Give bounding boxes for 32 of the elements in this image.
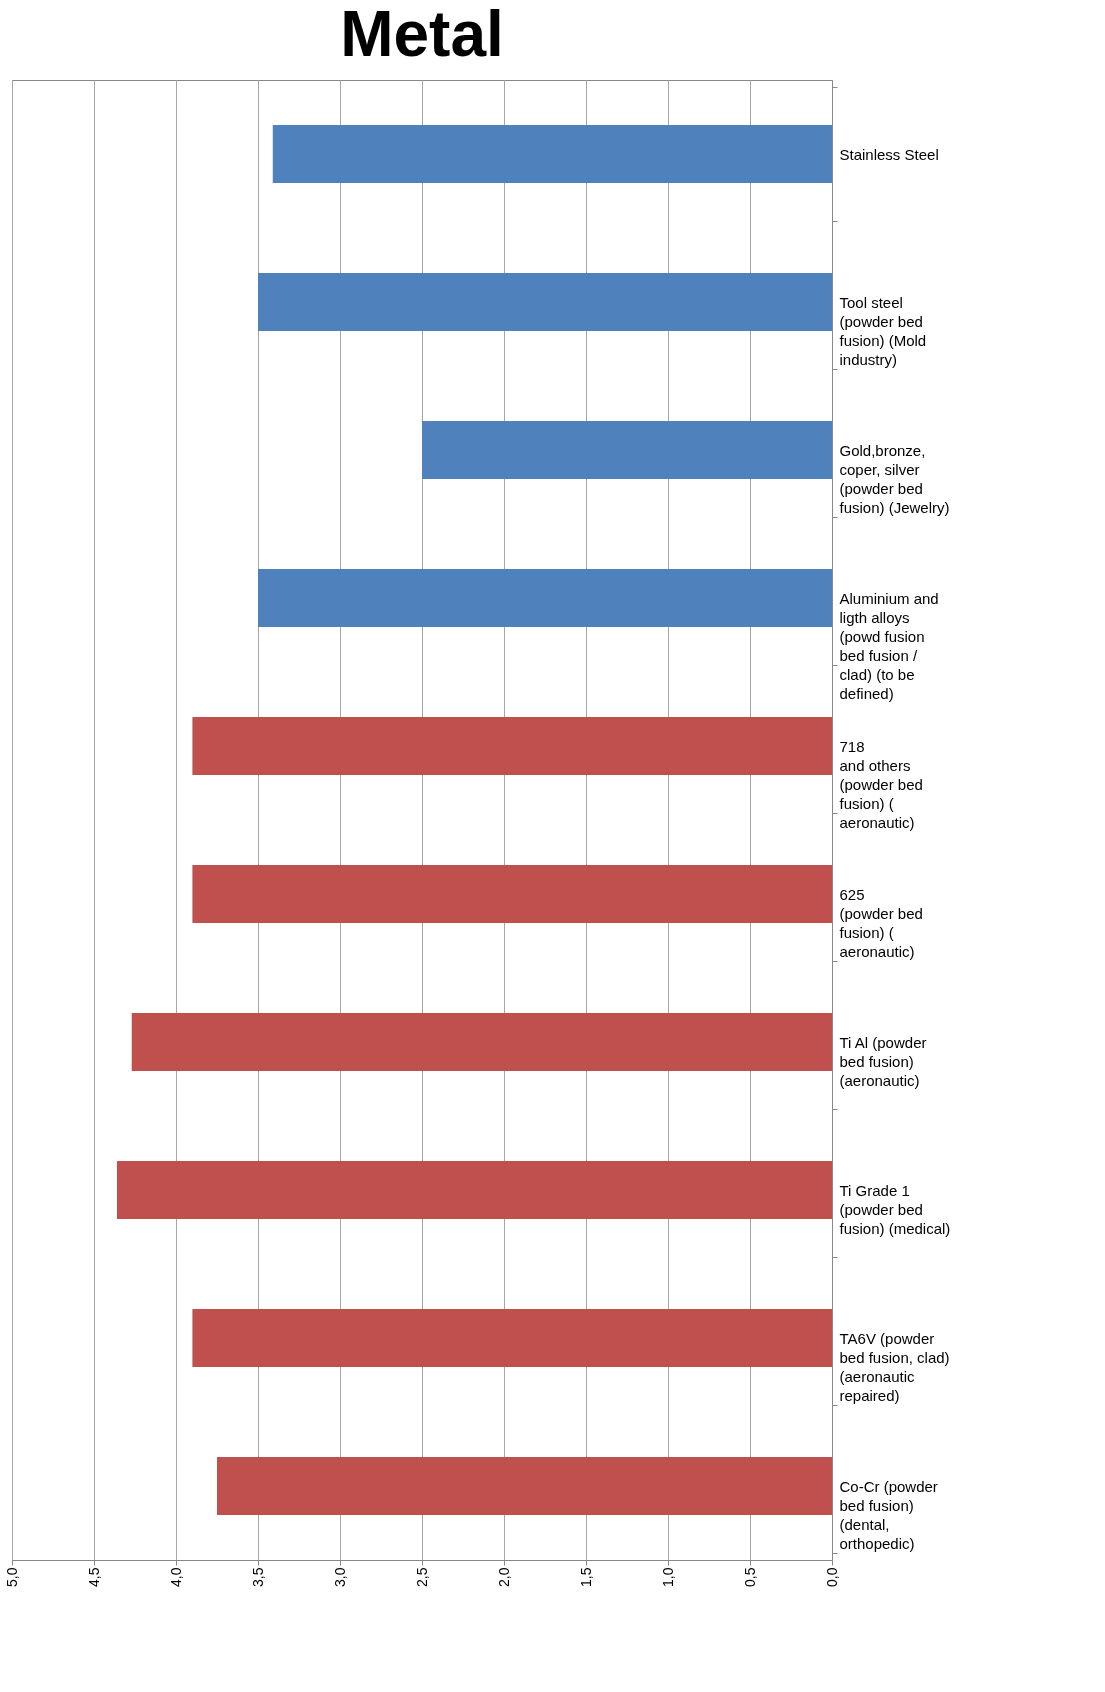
y-tick-label: TA6V (powder bed fusion, clad) (aeronautic repaired) xyxy=(839,1329,950,1404)
bar xyxy=(217,1457,832,1515)
bar xyxy=(192,1309,832,1367)
x-tick-label: 2,0 xyxy=(495,1567,512,1587)
y-tick-label: Ti Al (powder bed fusion) (aeronautic) xyxy=(839,1033,927,1089)
y-tick-label: Ti Grade 1 (powder bed fusion) (medical) xyxy=(839,1181,951,1237)
x-tick-label: 3,0 xyxy=(331,1567,348,1587)
x-tick-label: 0,0 xyxy=(823,1567,840,1587)
y-tick-label: Tool steel (powder bed fusion) (Mold industry) xyxy=(839,293,927,368)
y-tick-label: Aluminium and ligth alloys (powd fusion bed fusion / clad) (to be defined) xyxy=(839,589,939,702)
x-tick-label: 4,0 xyxy=(167,1567,184,1587)
y-tick-label: Gold,bronze, coper, silver (powder bed fusion) (Jewelry) xyxy=(839,441,950,516)
x-tick-label: 0,5 xyxy=(741,1567,758,1587)
bar xyxy=(258,569,832,627)
x-tick-label: 1,5 xyxy=(577,1567,594,1587)
x-tick-label: 1,0 xyxy=(659,1567,676,1587)
bar xyxy=(192,865,832,923)
chart-title: Metal xyxy=(340,0,504,70)
x-tick-label: 2,5 xyxy=(413,1567,430,1587)
y-tick-label: 625 (powder bed fusion) ( aeronautic) xyxy=(839,885,923,960)
bar xyxy=(192,717,832,775)
y-tick-label: Stainless Steel xyxy=(839,145,939,163)
x-tick-label: 4,5 xyxy=(85,1567,102,1587)
bar xyxy=(272,125,832,183)
bar xyxy=(258,273,832,331)
x-tick-label: 5,0 xyxy=(3,1567,20,1587)
bar xyxy=(131,1013,832,1071)
y-tick-label: 718 and others (powder bed fusion) ( aeronautic) xyxy=(839,737,923,831)
x-tick-label: 3,5 xyxy=(249,1567,266,1587)
bar xyxy=(422,421,832,479)
bar xyxy=(116,1161,832,1219)
y-tick-label: Co-Cr (powder bed fusion) (dental, orthopedic) xyxy=(839,1477,938,1552)
